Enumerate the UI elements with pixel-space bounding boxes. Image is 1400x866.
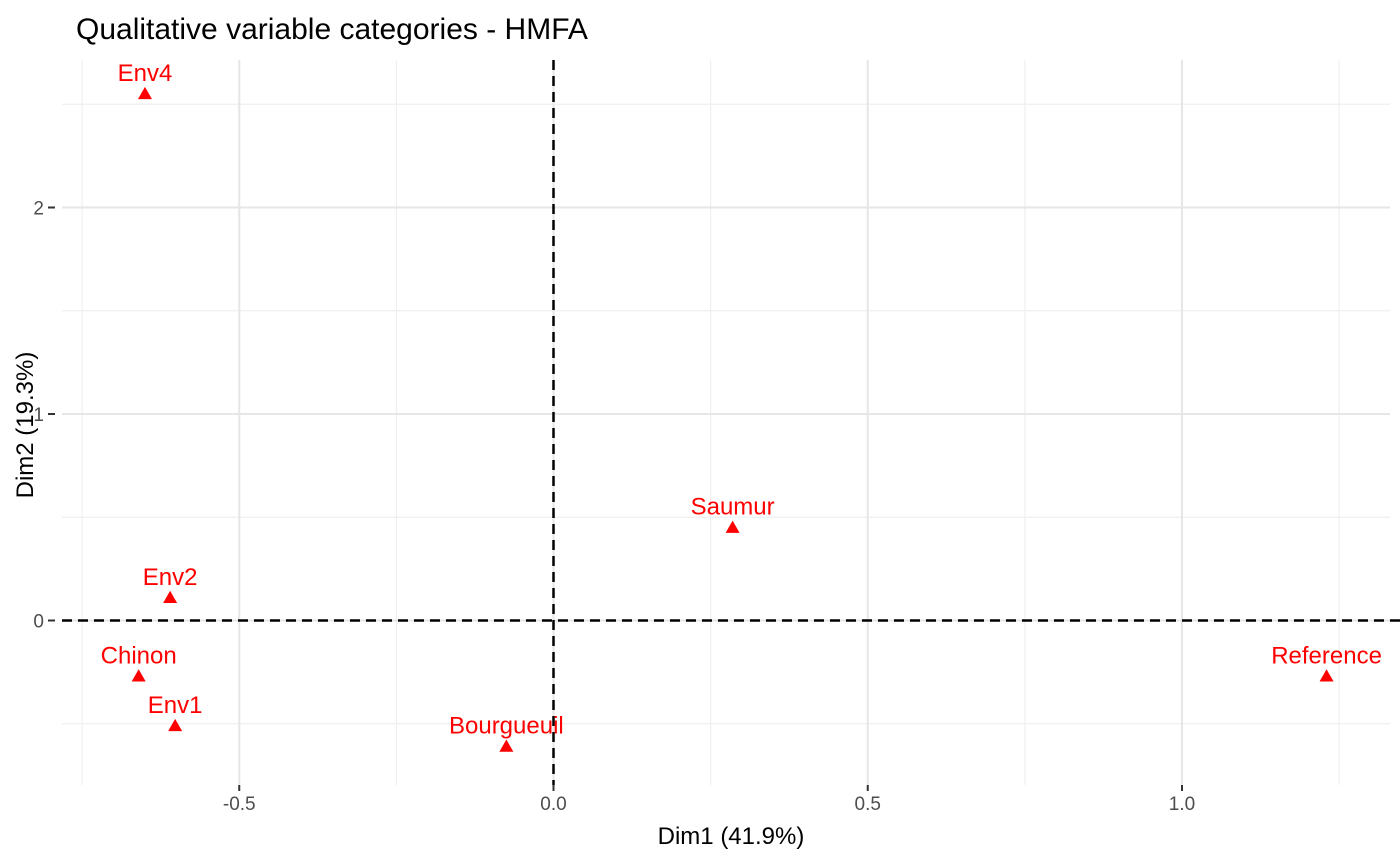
reference-lines <box>62 60 1400 785</box>
point-marker <box>1319 669 1334 682</box>
point-label: Bourgueuil <box>449 712 564 739</box>
x-tick-label: 1.0 <box>1169 794 1195 815</box>
chart-title: Qualitative variable categories - HMFA <box>76 13 588 46</box>
point-marker <box>131 669 146 682</box>
point-label: Env4 <box>118 60 173 87</box>
x-tick-label: -0.5 <box>223 794 256 815</box>
point-label: Saumur <box>691 494 775 521</box>
point-marker <box>499 739 514 752</box>
y-tick-label: 1 <box>33 405 44 426</box>
point-marker <box>725 520 740 533</box>
grid-lines <box>62 60 1390 785</box>
point-label: Env1 <box>148 692 203 719</box>
point-marker <box>168 718 183 732</box>
axis-ticks: -0.5 0.0 0.5 1.0 0 1 2 <box>33 199 1195 816</box>
data-points: Env4 Saumur Env2 Chinon Reference Env1 Bourgue… <box>101 60 1382 752</box>
point-marker <box>163 590 178 604</box>
x-tick-label: 0.5 <box>855 794 881 815</box>
x-tick-label: 0.0 <box>540 794 566 815</box>
x-axis-title: Dim1 (41.9%) <box>658 823 805 850</box>
point-label: Chinon <box>101 642 177 669</box>
point-marker <box>137 86 152 100</box>
point-label: Reference <box>1271 642 1382 669</box>
y-tick-label: 2 <box>33 199 44 220</box>
y-axis-title: Dim2 (19.3%) <box>12 352 39 499</box>
point-label: Env2 <box>143 564 198 591</box>
y-tick-label: 0 <box>33 612 44 633</box>
